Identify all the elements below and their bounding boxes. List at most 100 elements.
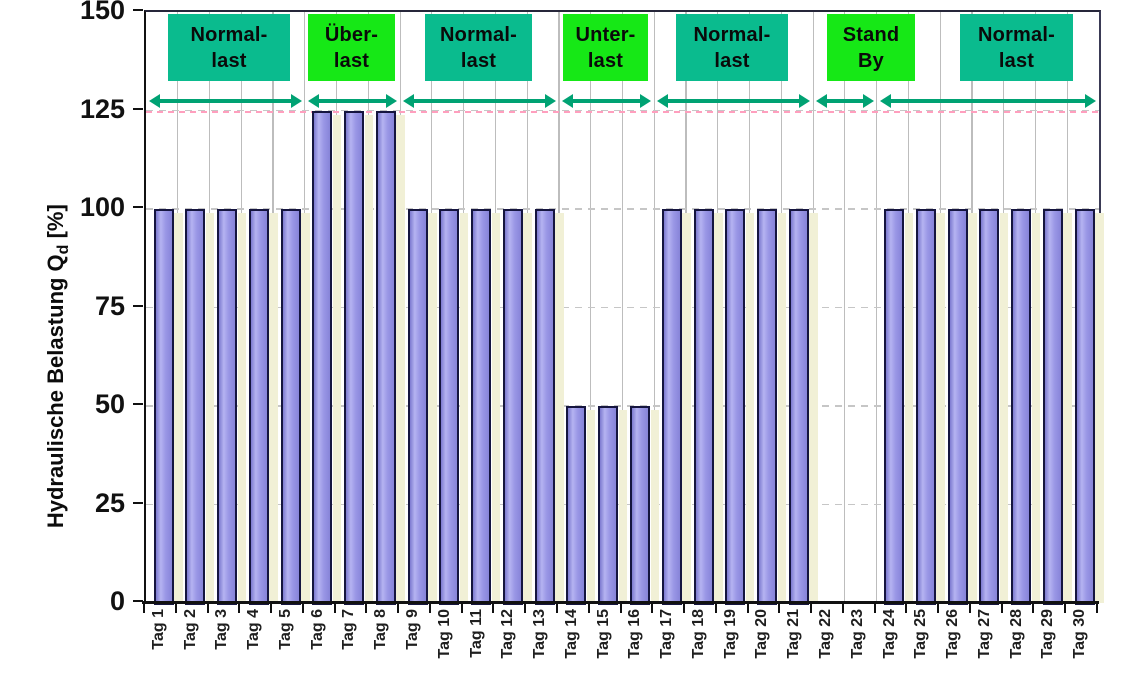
bar-shadow — [999, 213, 1009, 603]
bar-shadow — [777, 213, 787, 603]
bar-shadow — [491, 213, 501, 603]
x-tick-label: Tag 8 — [372, 609, 390, 650]
bar-tag-8 — [375, 110, 396, 605]
overload-limit-line — [146, 111, 1099, 113]
x-tick-label: Tag 27 — [975, 609, 993, 659]
bar-shadow — [364, 114, 374, 603]
x-tick-mark — [333, 604, 336, 613]
bar-tag-9 — [407, 209, 428, 605]
x-tick-mark — [746, 604, 749, 613]
phase-label-line2: last — [211, 49, 247, 72]
x-tick-label: Tag 23 — [848, 609, 866, 659]
phase-label-normal: Normal-last — [425, 14, 532, 81]
phase-arrow-head-right — [640, 94, 652, 108]
bar-shadow — [1031, 213, 1041, 603]
phase-label-line1: Über- — [324, 23, 379, 46]
x-tick-mark — [143, 604, 145, 613]
bar-shadow — [174, 213, 183, 603]
x-tick-label: Tag 6 — [308, 609, 326, 650]
bar-shadow — [714, 213, 723, 603]
y-axis-title-subscript: d — [55, 244, 73, 255]
x-tick-label: Tag 17 — [658, 609, 676, 659]
y-tick-mark — [133, 107, 143, 110]
phase-arrow-head-left — [403, 94, 415, 108]
x-tick-mark — [968, 604, 971, 613]
phase-label-line1: Normal- — [978, 23, 1055, 46]
x-tick-label: Tag 19 — [721, 609, 739, 659]
bar-tag-11 — [471, 209, 492, 605]
x-tick-mark — [683, 604, 686, 613]
phase-arrow-line — [665, 99, 803, 103]
bar-tag-24 — [884, 209, 905, 605]
x-tick-mark — [428, 604, 431, 613]
x-tick-label: Tag 3 — [213, 609, 231, 650]
x-tick-label: Tag 16 — [626, 609, 644, 659]
phase-label-line1: Normal- — [693, 23, 771, 46]
x-tick-mark — [460, 604, 463, 613]
x-tick-mark — [810, 604, 813, 613]
bar-shadow — [396, 114, 405, 603]
bar-shadow — [618, 410, 628, 603]
y-tick-mark — [133, 206, 143, 208]
x-tick-mark — [1000, 604, 1003, 613]
x-tick-label: Tag 9 — [404, 609, 422, 650]
x-tick-mark — [555, 604, 558, 613]
bar-shadow — [682, 213, 691, 603]
x-tick-mark — [873, 604, 876, 613]
phase-arrow-head-right — [386, 94, 398, 108]
x-tick-mark — [937, 604, 940, 613]
x-tick-mark — [1032, 604, 1035, 613]
phase-arrow-head-right — [1085, 94, 1096, 108]
horizontal-gridline — [146, 306, 1099, 309]
x-tick-label: Tag 29 — [1039, 609, 1057, 659]
x-tick-mark — [301, 604, 304, 613]
y-tick-label: 25 — [94, 487, 125, 518]
x-tick-label: Tag 28 — [1007, 609, 1025, 659]
y-tick-label: 50 — [94, 389, 125, 419]
phase-arrow-head-right — [544, 94, 556, 108]
bar-tag-19 — [725, 209, 746, 605]
bar-shadow — [205, 213, 215, 603]
y-tick-mark — [133, 304, 143, 307]
phase-arrow-line — [411, 99, 548, 103]
x-tick-mark — [1096, 604, 1098, 613]
bar-tag-17 — [661, 209, 682, 605]
bar-tag-30 — [1074, 209, 1095, 605]
x-tick-label: Tag 5 — [276, 609, 294, 650]
bar-shadow — [1063, 213, 1072, 603]
y-tick-mark — [133, 403, 143, 405]
phase-label-line2: last — [998, 49, 1035, 72]
x-tick-label: Tag 4 — [245, 609, 263, 650]
bar-tag-7 — [344, 110, 365, 605]
bar-tag-2 — [185, 209, 206, 605]
bar-shadow — [936, 213, 945, 603]
x-tick-label: Tag 2 — [181, 609, 199, 650]
bar-shadow — [555, 213, 564, 603]
x-tick-label: Tag 24 — [880, 609, 898, 659]
bar-shadow — [523, 213, 532, 603]
bar-shadow — [459, 213, 469, 603]
x-tick-mark — [714, 604, 717, 613]
x-tick-mark — [174, 604, 177, 613]
x-tick-label: Tag 18 — [689, 609, 707, 659]
horizontal-gridline — [146, 405, 1099, 407]
phase-label-line1: Stand — [842, 23, 900, 46]
bar-tag-10 — [439, 209, 460, 605]
x-tick-mark — [841, 604, 844, 613]
phase-arrow-head-left — [879, 94, 891, 108]
phase-arrow-line — [569, 99, 644, 103]
horizontal-gridline — [146, 208, 1099, 210]
bar-tag-20 — [757, 209, 778, 605]
bar-tag-5 — [280, 209, 301, 605]
x-tick-label: Tag 10 — [435, 609, 453, 659]
phase-label-normal: Normal-last — [168, 14, 290, 81]
x-tick-label: Tag 21 — [785, 609, 803, 659]
bar-shadow — [968, 213, 977, 603]
y-tick-label: 0 — [109, 586, 125, 616]
phase-label-line1: Normal- — [190, 23, 268, 46]
phase-arrow-line — [887, 99, 1088, 103]
phase-label-line1: Normal- — [440, 23, 517, 46]
x-tick-mark — [238, 604, 241, 613]
bar-tag-21 — [788, 209, 809, 605]
